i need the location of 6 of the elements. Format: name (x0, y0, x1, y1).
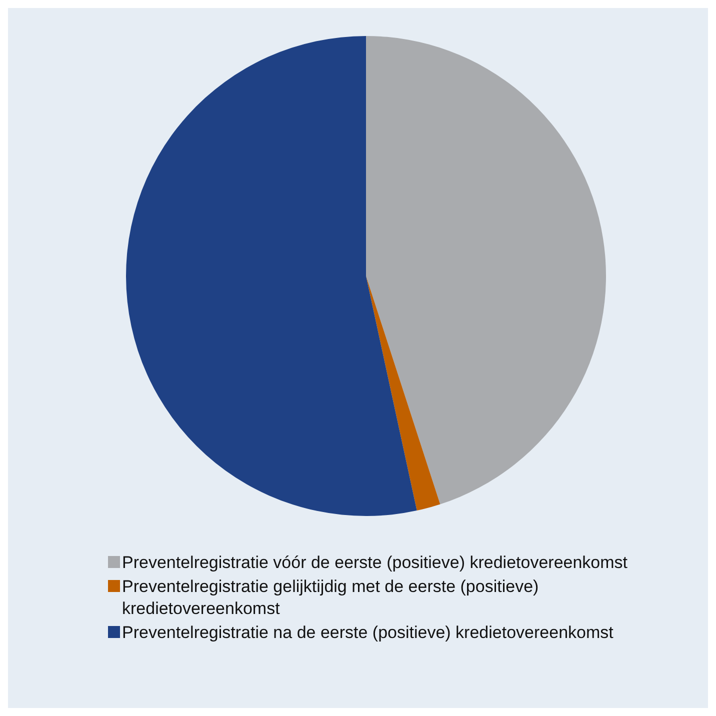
legend-label: Preventelregistratie vóór de eerste (positieve) kredietovereenkomst (122, 553, 628, 572)
legend-label: Preventelregistratie gelijktijdig met de eerste (positieve) kredietovereenkomst (122, 577, 539, 618)
pie-slice (366, 36, 606, 504)
legend-label: Preventelregistratie na de eerste (positieve) kredietovereenkomst (122, 623, 614, 642)
pie-slice (126, 36, 417, 516)
pie-slice (366, 276, 440, 511)
